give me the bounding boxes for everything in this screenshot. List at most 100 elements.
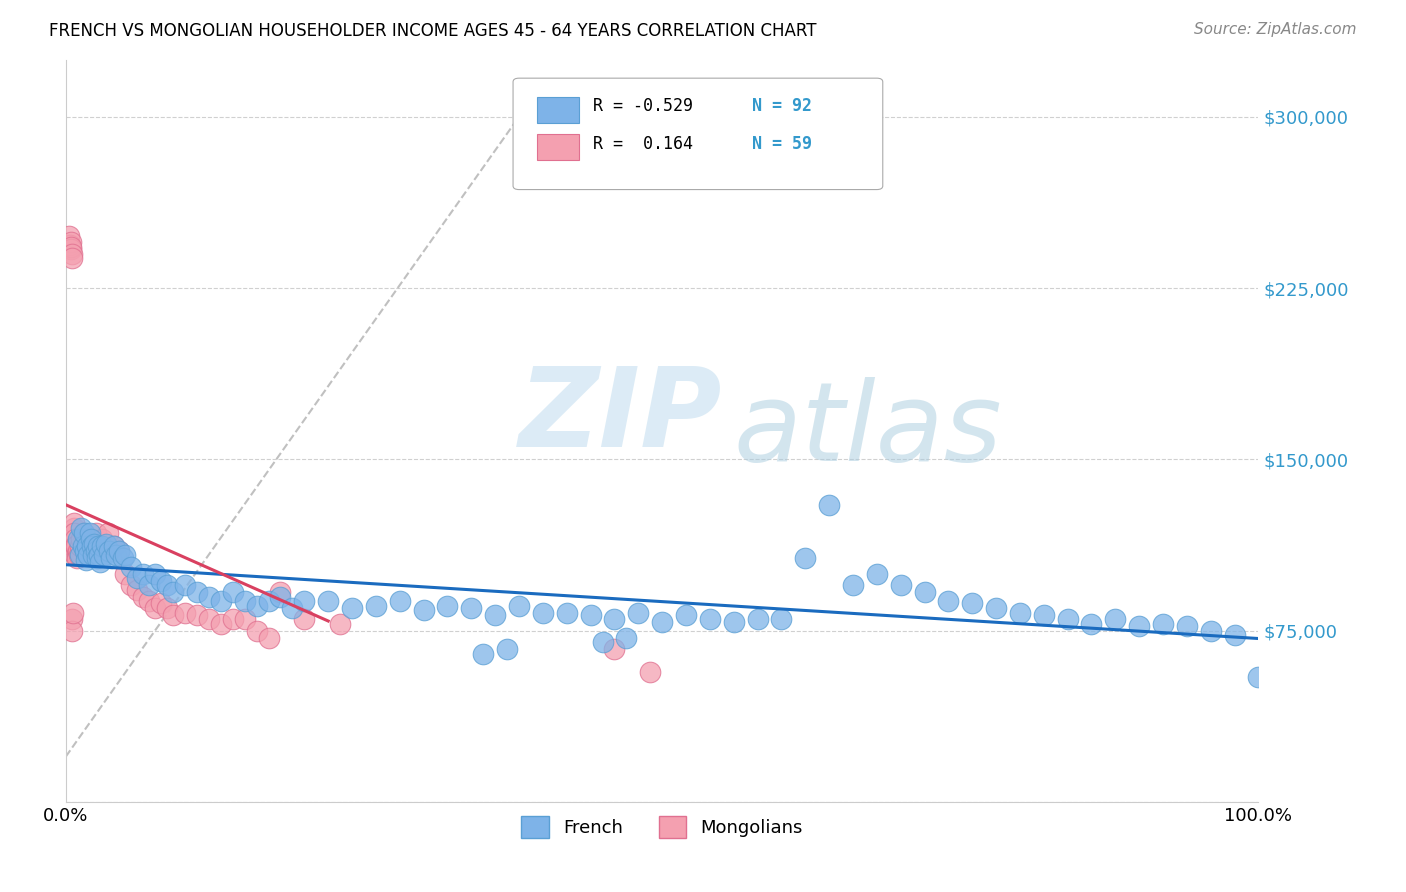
- Point: [84, 525, 107, 540]
- Point: [63, 533, 86, 547]
- Point: [73, 525, 96, 540]
- Point: [246, 599, 269, 613]
- Point: [120, 560, 142, 574]
- Point: [66, 544, 89, 558]
- Point: [508, 599, 530, 613]
- Point: [70, 521, 93, 535]
- Point: [269, 585, 291, 599]
- Point: [281, 601, 304, 615]
- Point: [150, 597, 173, 611]
- Point: [138, 594, 160, 608]
- Point: [1247, 670, 1270, 684]
- Point: [90, 539, 112, 553]
- Point: [65, 539, 87, 553]
- Point: [592, 635, 614, 649]
- Point: [627, 606, 650, 620]
- Point: [269, 590, 291, 604]
- Point: [103, 539, 125, 553]
- Point: [186, 585, 208, 599]
- Point: [412, 603, 434, 617]
- Point: [150, 574, 173, 588]
- Point: [723, 615, 745, 629]
- Point: [156, 578, 179, 592]
- Point: [222, 585, 245, 599]
- Point: [890, 578, 912, 592]
- Text: Source: ZipAtlas.com: Source: ZipAtlas.com: [1194, 22, 1357, 37]
- Point: [100, 550, 122, 565]
- Point: [97, 544, 120, 558]
- Point: [90, 533, 112, 547]
- Point: [794, 550, 817, 565]
- Point: [60, 252, 83, 266]
- Point: [80, 539, 103, 553]
- Text: R =  0.164: R = 0.164: [593, 135, 693, 153]
- Point: [364, 599, 387, 613]
- Point: [614, 631, 637, 645]
- Point: [329, 617, 352, 632]
- Point: [63, 521, 86, 535]
- Point: [960, 597, 983, 611]
- Point: [132, 566, 155, 581]
- Point: [233, 612, 256, 626]
- Point: [79, 525, 101, 540]
- Point: [73, 525, 96, 540]
- Point: [114, 566, 136, 581]
- Point: [747, 612, 769, 626]
- Point: [555, 606, 578, 620]
- Point: [58, 228, 80, 243]
- Legend: French, Mongolians: French, Mongolians: [515, 809, 810, 846]
- Point: [80, 533, 103, 547]
- Point: [603, 612, 626, 626]
- Point: [198, 612, 221, 626]
- Point: [603, 642, 626, 657]
- Point: [842, 578, 865, 592]
- Point: [699, 612, 721, 626]
- Text: atlas: atlas: [734, 377, 1002, 484]
- Point: [174, 606, 197, 620]
- Point: [114, 549, 136, 563]
- Point: [65, 549, 87, 563]
- Point: [62, 525, 84, 540]
- Point: [60, 612, 83, 626]
- Point: [66, 533, 89, 547]
- Point: [60, 240, 83, 254]
- Point: [246, 624, 269, 638]
- Point: [120, 578, 142, 592]
- Point: [143, 601, 166, 615]
- Point: [651, 615, 673, 629]
- Point: [63, 516, 86, 531]
- Point: [96, 525, 118, 540]
- Point: [436, 599, 458, 613]
- Point: [198, 590, 221, 604]
- Point: [69, 539, 91, 553]
- Point: [82, 549, 104, 563]
- Point: [83, 537, 105, 551]
- Point: [1032, 607, 1054, 622]
- Point: [65, 549, 87, 563]
- Point: [770, 612, 793, 626]
- Point: [67, 549, 90, 563]
- Point: [484, 607, 506, 622]
- Point: [1128, 619, 1150, 633]
- Point: [388, 594, 411, 608]
- Point: [132, 590, 155, 604]
- Point: [62, 533, 84, 547]
- Point: [1175, 619, 1198, 633]
- Point: [675, 607, 697, 622]
- Point: [77, 544, 100, 558]
- Point: [233, 594, 256, 608]
- Point: [222, 612, 245, 626]
- Point: [1008, 606, 1031, 620]
- Point: [257, 594, 280, 608]
- Point: [86, 550, 108, 565]
- Point: [59, 237, 82, 252]
- Point: [59, 235, 82, 250]
- Point: [340, 601, 363, 615]
- Point: [93, 549, 115, 563]
- Point: [257, 631, 280, 645]
- Point: [209, 617, 232, 632]
- Point: [209, 594, 232, 608]
- Point: [162, 607, 184, 622]
- Point: [60, 624, 83, 638]
- Text: FRENCH VS MONGOLIAN HOUSEHOLDER INCOME AGES 45 - 64 YEARS CORRELATION CHART: FRENCH VS MONGOLIAN HOUSEHOLDER INCOME A…: [49, 22, 817, 40]
